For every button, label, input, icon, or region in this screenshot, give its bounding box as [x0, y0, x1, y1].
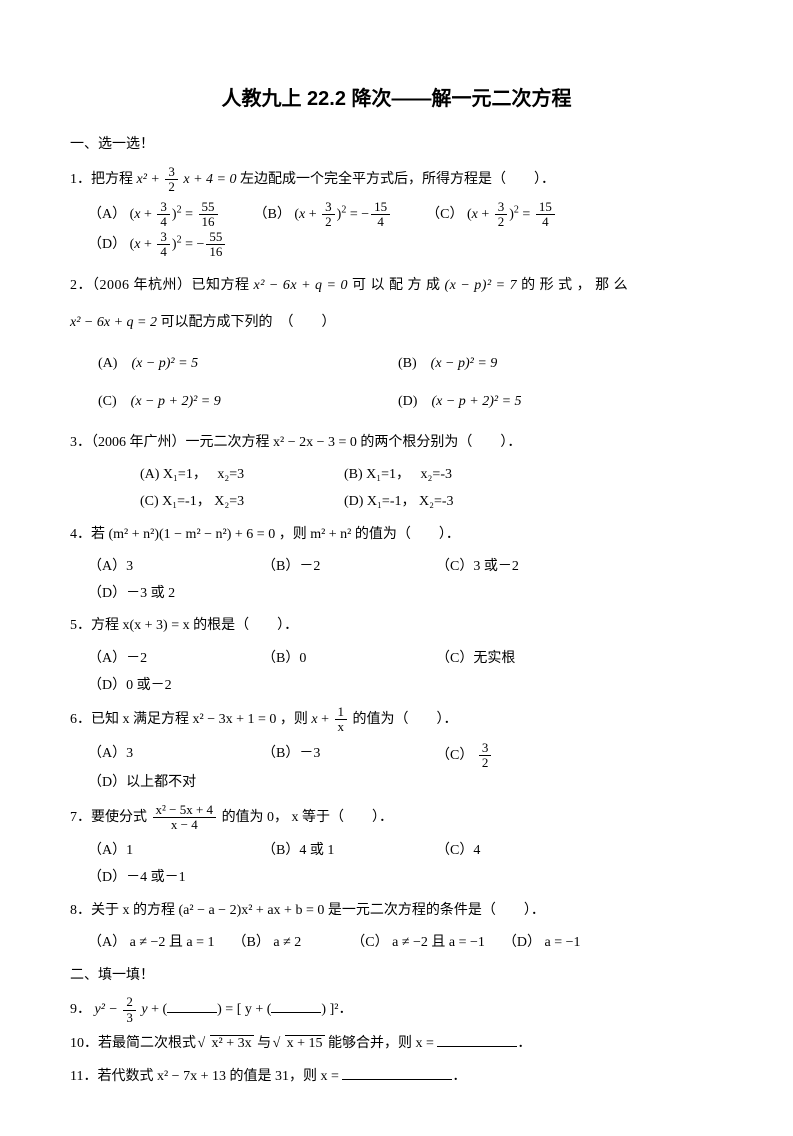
q4-options: （A）3 （B）－2 （C）3 或－2 （D）－3 或 2: [88, 554, 723, 607]
q1-opt-b: （B） (x + 32)2 = −154: [254, 200, 393, 230]
q2-opt-b: (B) (x − p)² = 9: [398, 351, 698, 378]
q2-opt-c: (C) (x − p + 2)² = 9: [98, 389, 398, 416]
question-1: 1．把方程 x² + 32 x + 4 = 0 左边配成一个完全平方式后，所得方…: [70, 165, 723, 195]
sqrt-icon: x² + 3x: [200, 1031, 254, 1058]
section-1-heading: 一、选一选！: [70, 132, 723, 159]
question-7: 7．要使分式 x² − 5x + 4x − 4 的值为 0， x 等于（ ）．: [70, 803, 723, 833]
question-4: 4．若 (m² + n²)(1 − m² − n²) + 6 = 0 ，则 m²…: [70, 522, 723, 549]
q7-opt-c: （C）4: [436, 838, 596, 865]
q3-opt-b: (B) X₁=1， x₂=-3: [344, 462, 452, 489]
q8-opt-b: （B） a ≠ 2: [233, 930, 302, 957]
q7-options: （A）1 （B）4 或 1 （C）4 （D）－4 或－1: [88, 838, 723, 891]
q2-options: (A) (x − p)² = 5 (B) (x − p)² = 9 (C) (x…: [98, 351, 723, 416]
blank-input: [271, 999, 321, 1013]
q1-stem-pre: 1．把方程: [70, 172, 137, 187]
worksheet-page: 人教九上 22.2 降次——解一元二次方程 一、选一选！ 1．把方程 x² + …: [0, 0, 793, 1136]
q1-stem-post: 左边配成一个完全平方式后，所得方程是（ ）．: [240, 172, 555, 187]
q8-options: （A） a ≠ −2 且 a = 1 （B） a ≠ 2 （C） a ≠ −2 …: [88, 930, 723, 957]
question-8: 8．关于 x 的方程 (a² − a − 2)x² + ax + b = 0 是…: [70, 898, 723, 925]
blank-input: [167, 999, 217, 1013]
q6-opt-b: （B）－3: [262, 741, 402, 771]
sqrt-icon: x + 15: [275, 1031, 325, 1058]
blank-input: [342, 1066, 452, 1080]
q8-opt-c: （C） a ≠ −2 且 a = −1: [351, 930, 485, 957]
q7-opt-b: （B）4 或 1: [262, 838, 402, 865]
q4-opt-b: （B）－2: [262, 554, 402, 581]
q8-opt-d: （D） a = −1: [503, 930, 581, 957]
question-5: 5．方程 x(x + 3) = x 的根是（ ）．: [70, 613, 723, 640]
q6-options: （A）3 （B）－3 （C） 32 （D）以上都不对: [88, 741, 723, 797]
q4-opt-a: （A）3: [88, 554, 228, 581]
q2-opt-d: (D) (x − p + 2)² = 5: [398, 389, 698, 416]
q5-opt-d: （D）0 或－2: [88, 673, 172, 700]
question-9: 9． y² − 23 y + () = [ y + () ]²．: [70, 995, 723, 1025]
section-2-heading: 二、填一填！: [70, 963, 723, 990]
q5-opt-a: （A）－2: [88, 646, 228, 673]
page-title: 人教九上 22.2 降次——解一元二次方程: [70, 80, 723, 118]
q6-opt-d: （D）以上都不对: [88, 770, 196, 797]
q5-opt-c: （C）无实根: [436, 646, 596, 673]
question-2: 2．（2006 年杭州）已知方程 x² − 6x + q = 0 可 以 配 方…: [70, 273, 723, 300]
q1-opt-a: （A） (x + 34)2 = 5516: [88, 200, 220, 230]
q3-opt-c: (C) X₁=-1， X₂=3: [140, 489, 310, 516]
q5-opt-b: （B）0: [262, 646, 402, 673]
q7-opt-d: （D）－4 或－1: [88, 865, 186, 892]
q1-opt-d: （D） (x + 34)2 = −5516: [88, 230, 227, 260]
q6-opt-c: （C） 32: [436, 741, 596, 771]
question-3: 3．（2006 年广州）一元二次方程 x² − 2x − 3 = 0 的两个根分…: [70, 430, 723, 457]
q4-opt-d: （D）－3 或 2: [88, 581, 175, 608]
q3-opt-d: (D) X₁=-1， X₂=-3: [344, 489, 454, 516]
q7-opt-a: （A）1: [88, 838, 228, 865]
q3-opt-a: (A) X₁=1， x₂=3: [140, 462, 310, 489]
q8-opt-a: （A） a ≠ −2 且 a = 1: [88, 930, 215, 957]
q4-opt-c: （C）3 或－2: [436, 554, 596, 581]
q3-options: (A) X₁=1， x₂=3 (B) X₁=1， x₂=-3 (C) X₁=-1…: [140, 462, 723, 515]
q2-opt-a: (A) (x − p)² = 5: [98, 351, 398, 378]
q1-options: （A） (x + 34)2 = 5516 （B） (x + 32)2 = −15…: [88, 200, 723, 259]
question-10: 10．若最简二次根式 x² + 3x 与 x + 15 能够合并，则 x = ．: [70, 1031, 723, 1058]
blank-input: [437, 1033, 517, 1047]
question-11: 11．若代数式 x² − 7x + 13 的值是 31，则 x = ．: [70, 1064, 723, 1091]
q6-opt-a: （A）3: [88, 741, 228, 771]
q1-opt-c: （C） (x + 32)2 = 154: [426, 200, 557, 230]
question-6: 6．已知 x 满足方程 x² − 3x + 1 = 0 ，则 x + 1x 的值…: [70, 705, 723, 735]
q5-options: （A）－2 （B）0 （C）无实根 （D）0 或－2: [88, 646, 723, 699]
question-2-line2: x² − 6x + q = 2 可以配方成下列的 （ ）: [70, 310, 723, 337]
